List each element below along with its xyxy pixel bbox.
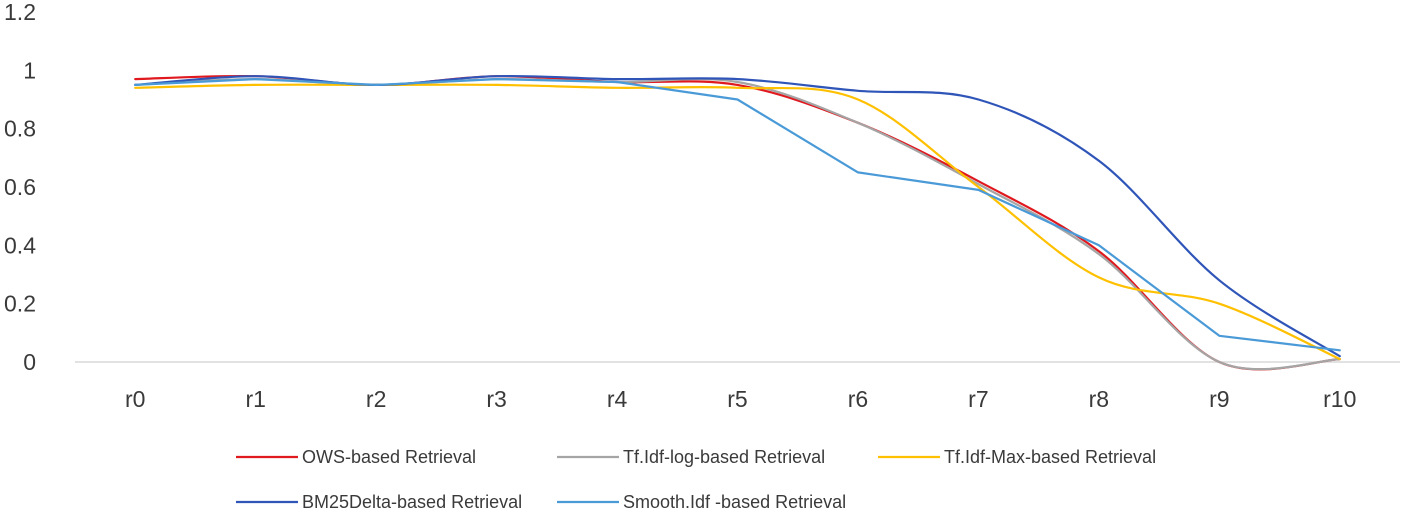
legend-label: Tf.Idf-Max-based Retrieval	[944, 447, 1156, 467]
legend: OWS-based Retrieval Tf.Idf-log-based Retr…	[236, 447, 1156, 512]
y-tick-label: 0.2	[4, 291, 36, 317]
y-tick-label: 0.8	[4, 116, 36, 142]
legend-label: Tf.Idf-log-based Retrieval	[623, 447, 825, 467]
x-tick-label: r6	[848, 386, 868, 412]
y-tick-label: 1	[23, 57, 36, 83]
y-axis-ticks: 0 0.2 0.4 0.6 0.8 1 1.2	[4, 0, 36, 375]
legend-label: BM25Delta-based Retrieval	[302, 492, 522, 512]
x-tick-label: r1	[245, 386, 265, 412]
x-tick-label: r4	[607, 386, 628, 412]
series-line-smooth-idf-based-retrieval	[134, 78, 1341, 352]
x-tick-label: r8	[1089, 386, 1109, 412]
legend-label: OWS-based Retrieval	[302, 447, 476, 467]
x-tick-label: r2	[366, 386, 386, 412]
x-tick-label: r10	[1323, 386, 1356, 412]
plot-area	[134, 74, 1341, 371]
x-tick-label: r7	[968, 386, 988, 412]
x-tick-label: r9	[1209, 386, 1229, 412]
x-tick-label: r5	[727, 386, 747, 412]
series-line-tf-idf-log-based-retrieval	[134, 77, 1341, 371]
series-line-ows-based-retrieval	[134, 74, 1341, 371]
y-tick-label: 0	[23, 349, 36, 375]
y-tick-label: 0.6	[4, 174, 36, 200]
x-tick-label: r0	[125, 386, 145, 412]
series-line-tf-idf-max-based-retrieval	[134, 83, 1341, 361]
x-axis-ticks: r0 r1 r2 r3 r4 r5 r6 r7 r8 r9 r10	[125, 386, 1356, 412]
y-tick-label: 1.2	[4, 0, 36, 25]
legend-label: Smooth.Idf -based Retrieval	[623, 492, 846, 512]
y-tick-label: 0.4	[4, 232, 36, 258]
series-line-bm25delta-based-retrieval	[134, 74, 1341, 358]
x-tick-label: r3	[486, 386, 506, 412]
